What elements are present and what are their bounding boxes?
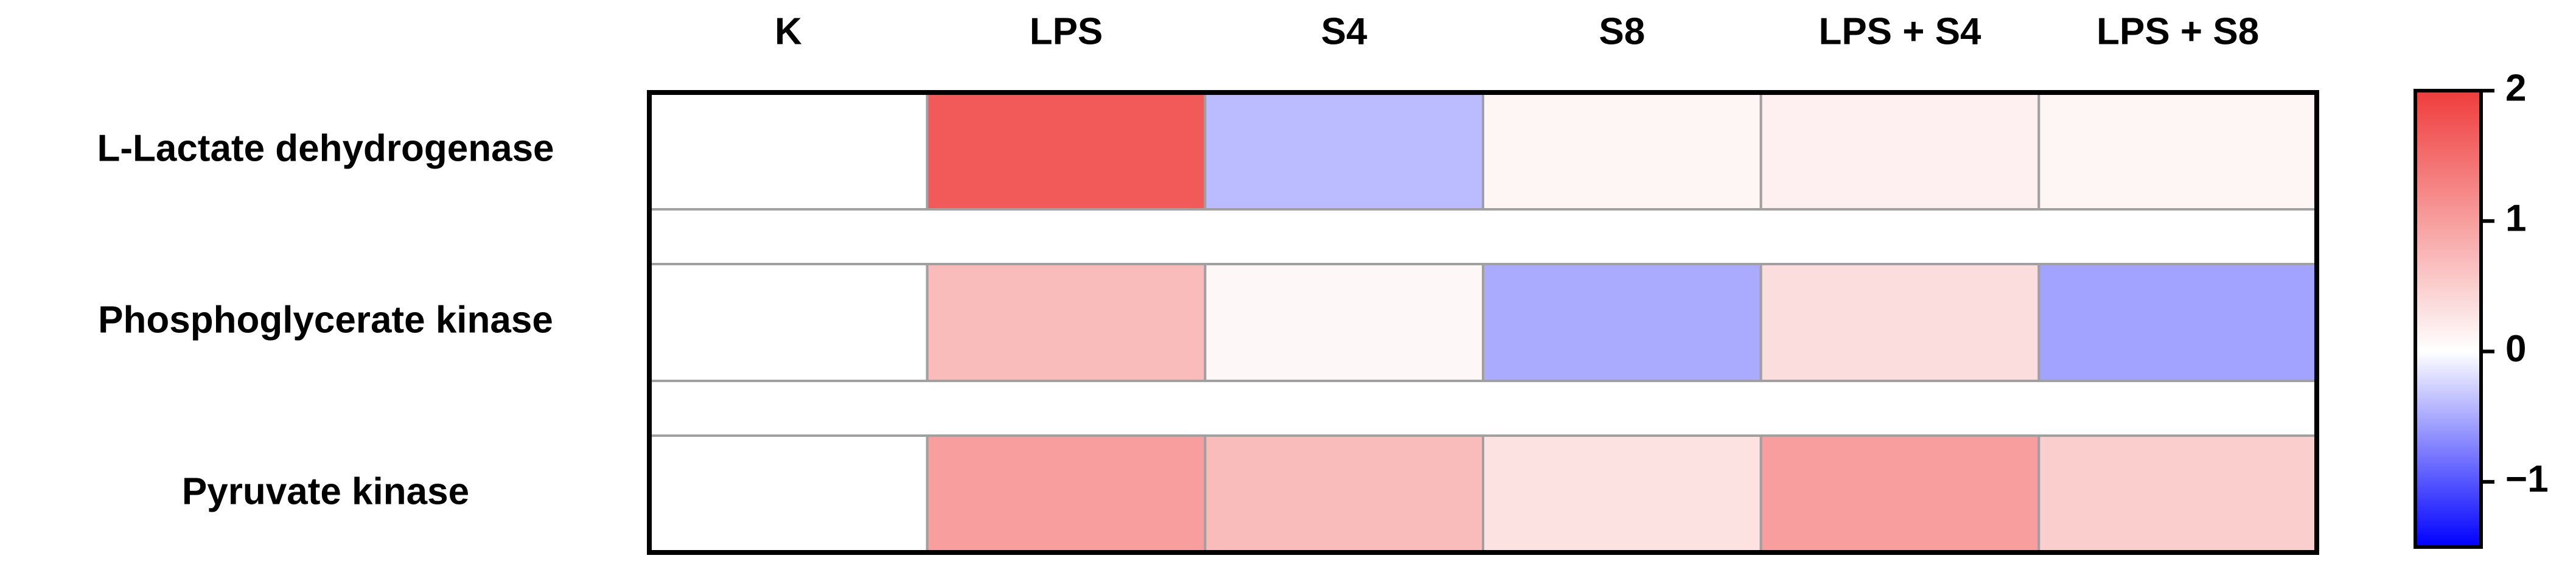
row-label: L-Lactate dehydrogenase bbox=[97, 127, 554, 169]
column-label: S8 bbox=[1599, 10, 1645, 52]
heatmap-cell bbox=[1204, 263, 1485, 382]
column-label: LPS + S8 bbox=[2096, 10, 2259, 52]
heatmap-cell bbox=[1759, 91, 2040, 211]
colorbar-tick-label: 2 bbox=[2505, 67, 2526, 109]
colorbar-tick-label: 1 bbox=[2505, 198, 2526, 240]
heatmap-cell bbox=[2037, 434, 2318, 554]
heatmap-cell bbox=[926, 434, 1207, 554]
heatmap-cell bbox=[1759, 263, 2040, 382]
heatmap-cell bbox=[1482, 263, 1762, 382]
heatmap-cell bbox=[648, 263, 929, 382]
heatmap-cell bbox=[926, 91, 1207, 211]
column-label: S4 bbox=[1321, 10, 1367, 52]
heatmap-cell bbox=[1204, 434, 1485, 554]
column-label: LPS bbox=[1030, 10, 1103, 52]
heatmap-cell bbox=[648, 434, 929, 554]
heatmap-border bbox=[647, 90, 2319, 555]
column-label: K bbox=[775, 10, 802, 52]
heatmap-cell bbox=[1482, 434, 1762, 554]
colorbar-tick-label: 0 bbox=[2505, 328, 2526, 370]
heatmap-cell bbox=[926, 263, 1207, 382]
heatmap-cell bbox=[1482, 91, 1762, 211]
column-label: LPS + S4 bbox=[1818, 10, 1981, 52]
heatmap-cell bbox=[1204, 91, 1485, 211]
row-label: Phosphoglycerate kinase bbox=[98, 299, 553, 341]
colorbar bbox=[2414, 89, 2483, 549]
heatmap-cell bbox=[2037, 263, 2318, 382]
colorbar-tick-label: −1 bbox=[2505, 458, 2549, 500]
heatmap-cell bbox=[648, 91, 929, 211]
row-label: Pyruvate kinase bbox=[182, 470, 469, 512]
heatmap-cell bbox=[1759, 434, 2040, 554]
heatmap-cell bbox=[2037, 91, 2318, 211]
